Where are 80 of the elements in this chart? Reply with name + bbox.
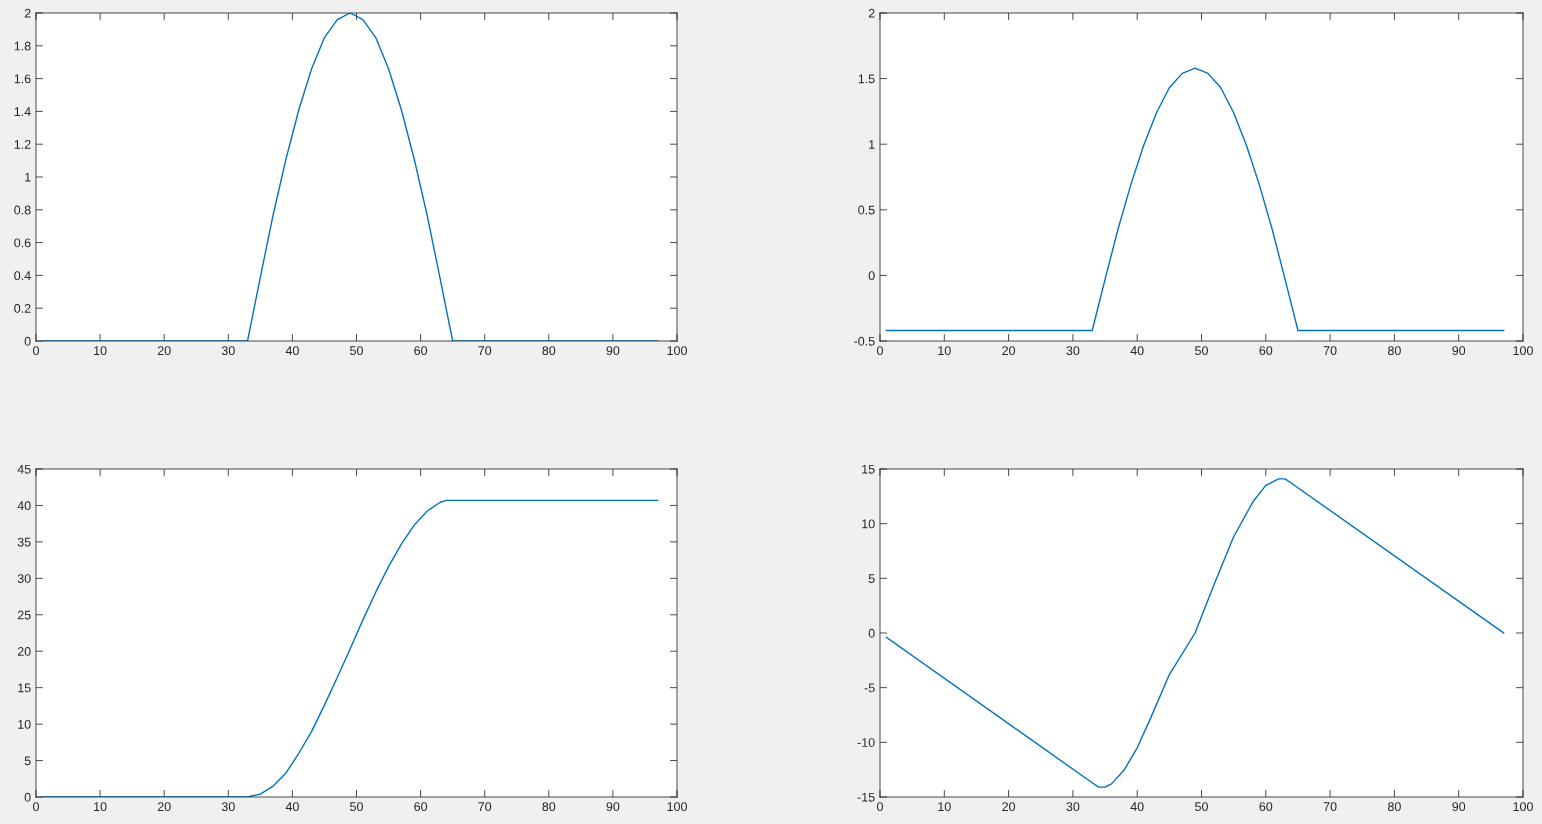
x-tick-label: 80 (1387, 802, 1401, 812)
y-tick-label: 1.8 (14, 41, 31, 51)
y-tick-label: 1.6 (14, 74, 31, 84)
x-tick-label: 80 (542, 802, 556, 812)
y-tick-label: 10 (18, 719, 31, 729)
x-tick-label: 80 (1387, 346, 1401, 356)
y-tick-label: 0 (868, 628, 875, 638)
x-tick-label: 60 (1259, 802, 1273, 812)
x-tick-label: 60 (414, 802, 428, 812)
x-tick-label: 100 (1513, 802, 1533, 812)
x-tick-label: 20 (1002, 802, 1016, 812)
y-tick-label: -15 (857, 792, 875, 802)
x-tick-label: 40 (285, 802, 299, 812)
x-tick-label: 30 (221, 346, 235, 356)
x-tick-label: 0 (877, 346, 883, 356)
x-tick-label: 70 (478, 802, 492, 812)
x-tick-label: 100 (1513, 346, 1533, 356)
y-tick-label: 0.5 (858, 205, 875, 215)
y-tick-label: 0 (24, 792, 31, 802)
x-tick-label: 90 (606, 802, 620, 812)
y-tick-label: 2 (868, 8, 875, 18)
x-tick-label: 20 (157, 802, 171, 812)
line-series (885, 67, 1505, 332)
x-tick-label: 50 (1195, 802, 1208, 812)
x-tick-label: 0 (877, 802, 883, 812)
y-tick-label: 2 (24, 8, 31, 18)
x-tick-label: 20 (157, 346, 171, 356)
y-tick-label: 35 (17, 537, 31, 547)
x-tick-label: 90 (1452, 346, 1466, 356)
x-tick-label: 30 (1066, 346, 1080, 356)
x-tick-label: 70 (478, 346, 492, 356)
x-tick-label: 40 (1130, 346, 1144, 356)
x-tick-label: 10 (938, 346, 951, 356)
x-tick-label: 70 (1323, 802, 1337, 812)
y-tick-label: 0 (868, 271, 875, 281)
x-tick-label: 30 (221, 802, 235, 812)
x-tick-label: 60 (1259, 346, 1273, 356)
x-tick-label: 50 (350, 346, 363, 356)
x-tick-label: 80 (542, 346, 556, 356)
x-tick-label: 40 (1130, 802, 1144, 812)
line-series (885, 478, 1505, 788)
x-tick-label: 10 (938, 802, 951, 812)
y-tick-label: -0.5 (854, 336, 875, 346)
x-tick-label: 20 (1002, 346, 1016, 356)
x-tick-label: 60 (414, 346, 428, 356)
y-tick-label: 10 (862, 519, 875, 529)
y-tick-label: 0.4 (14, 271, 31, 281)
y-tick-label: 1.5 (858, 74, 875, 84)
x-tick-label: 40 (285, 346, 299, 356)
x-tick-label: 50 (1195, 346, 1208, 356)
x-tick-label: 30 (1066, 802, 1080, 812)
y-tick-label: 5 (868, 574, 875, 583)
x-tick-label: 50 (350, 802, 363, 812)
y-tick-label: 1.4 (14, 107, 31, 116)
x-tick-label: 0 (33, 346, 39, 356)
x-tick-label: 90 (606, 346, 620, 356)
y-tick-label: 5 (24, 756, 31, 766)
y-tick-label: 1 (25, 172, 31, 182)
y-tick-label: 15 (18, 683, 31, 693)
y-tick-label: 0.8 (14, 205, 31, 215)
y-tick-label: 0.2 (14, 304, 31, 313)
y-tick-label: 1.2 (14, 140, 31, 149)
y-tick-label: 0.6 (14, 238, 31, 248)
x-tick-label: 100 (667, 346, 687, 356)
y-tick-label: 0 (24, 336, 31, 346)
y-tick-label: 30 (17, 574, 31, 583)
x-tick-label: 70 (1323, 346, 1337, 356)
y-tick-label: 20 (17, 647, 31, 656)
x-tick-label: 0 (33, 802, 39, 812)
x-tick-label: 10 (94, 802, 107, 812)
y-tick-label: 1 (869, 140, 875, 149)
x-tick-label: 100 (667, 802, 687, 812)
y-tick-label: 25 (17, 610, 31, 620)
y-tick-label: -10 (857, 738, 875, 747)
y-tick-label: 15 (862, 464, 875, 474)
x-tick-label: 10 (94, 346, 107, 356)
x-tick-label: 90 (1452, 802, 1466, 812)
y-tick-label: 45 (17, 464, 31, 474)
y-tick-label: -5 (864, 683, 875, 693)
y-tick-label: 40 (17, 501, 31, 511)
